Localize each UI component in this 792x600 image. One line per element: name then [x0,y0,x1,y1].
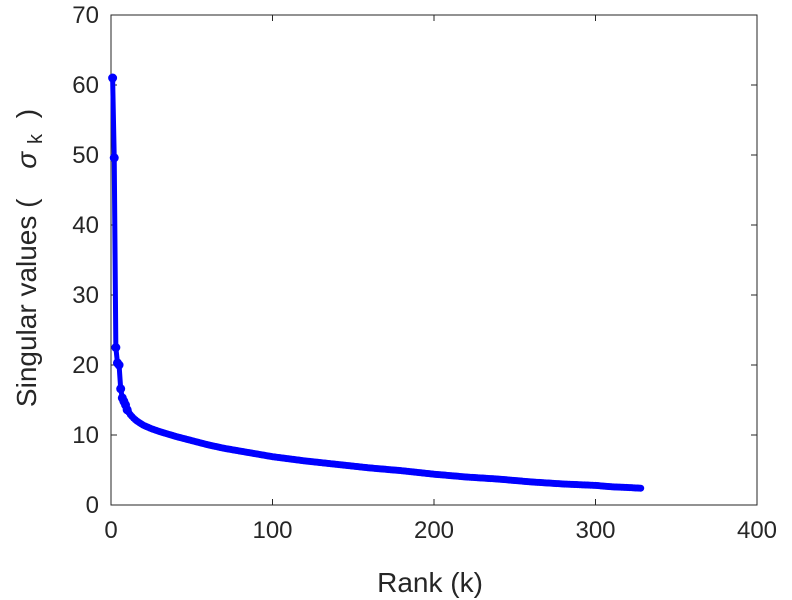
data-point [116,384,126,394]
y-label-sub: k [25,133,47,144]
data-point [111,343,121,352]
series-singular-values [108,73,645,492]
x-tick-label: 300 [575,517,615,544]
y-tick-label: 60 [72,72,99,99]
x-tick-label: 400 [737,517,777,544]
y-tick-label: 10 [72,422,99,449]
y-tick-label: 70 [72,2,99,29]
x-axis-label: Rank (k) [377,567,483,598]
x-tick-label: 0 [104,517,117,544]
y-tick-label: 20 [72,352,99,379]
data-point [109,153,119,163]
y-tick-label: 50 [72,142,99,169]
data-point [114,360,124,370]
plot-area [110,14,758,506]
data-point [637,484,645,492]
y-label-close: ) [11,109,42,118]
x-tick-label: 200 [414,517,454,544]
data-point [108,73,118,83]
x-tick-label: 100 [252,517,292,544]
y-axis-label: Singular values ( σ k ) [11,109,48,407]
y-tick-label: 40 [72,212,99,239]
y-label-sigma: σ [11,151,42,169]
svg-text:Singular values ( σ k: Singular values ( σ k ) [11,109,48,407]
y-label-text: Singular values ( [11,198,42,407]
y-tick-label: 30 [72,282,99,309]
y-tick-label: 0 [86,492,99,519]
